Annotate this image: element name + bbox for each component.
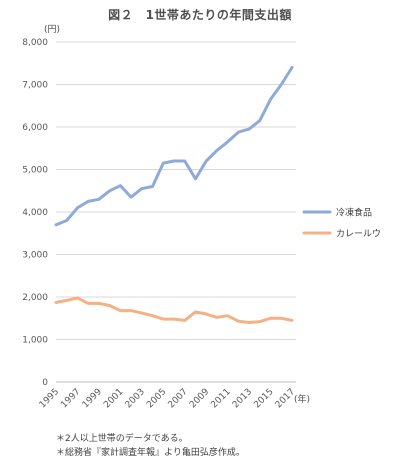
x-tick-label: 2001 [102, 387, 125, 410]
y-tick-label: 2,000 [22, 293, 48, 303]
footnotes: ＊2人以上世帯のデータである。 ＊総務省『家計調査年報』より亀田弘彦作成。 [56, 432, 245, 460]
x-tick-label: 2011 [209, 387, 232, 410]
x-tick-label: 2007 [167, 387, 190, 410]
x-tick-label: 1997 [59, 387, 82, 410]
x-tick-label: 2005 [145, 387, 168, 410]
x-axis-unit: (年) [294, 395, 311, 405]
y-tick-label: 1,000 [22, 336, 48, 346]
y-tick-label: 4,000 [22, 208, 48, 218]
y-tick-label: 0 [42, 378, 48, 388]
legend-label-1: 冷凍食品 [336, 207, 372, 219]
x-tick-label: 2009 [188, 387, 211, 410]
x-tick-label: 1995 [38, 387, 61, 410]
footnote-1: ＊2人以上世帯のデータである。 [56, 434, 188, 444]
y-tick-label: 5,000 [22, 166, 48, 176]
x-tick-label: 2013 [231, 387, 254, 410]
series-line-2 [54, 296, 294, 324]
y-axis-unit: (円) [44, 25, 61, 35]
chart-title: 図２ 1世帯あたりの年間支出額 [108, 8, 292, 22]
series-line-1 [54, 66, 294, 227]
x-tick-label: 2017 [274, 387, 297, 410]
footnote-2: ＊総務省『家計調査年報』より亀田弘彦作成。 [56, 448, 245, 458]
y-tick-label: 8,000 [22, 38, 48, 48]
x-tick-label: 1999 [81, 387, 104, 410]
legend-label-2: カレールウ [336, 229, 381, 240]
y-tick-label: 3,000 [22, 251, 48, 261]
x-tick-label: 2003 [124, 387, 147, 410]
y-tick-label: 7,000 [22, 81, 48, 91]
y-tick-label: 6,000 [22, 123, 48, 133]
x-tick-label: 2015 [252, 387, 275, 410]
